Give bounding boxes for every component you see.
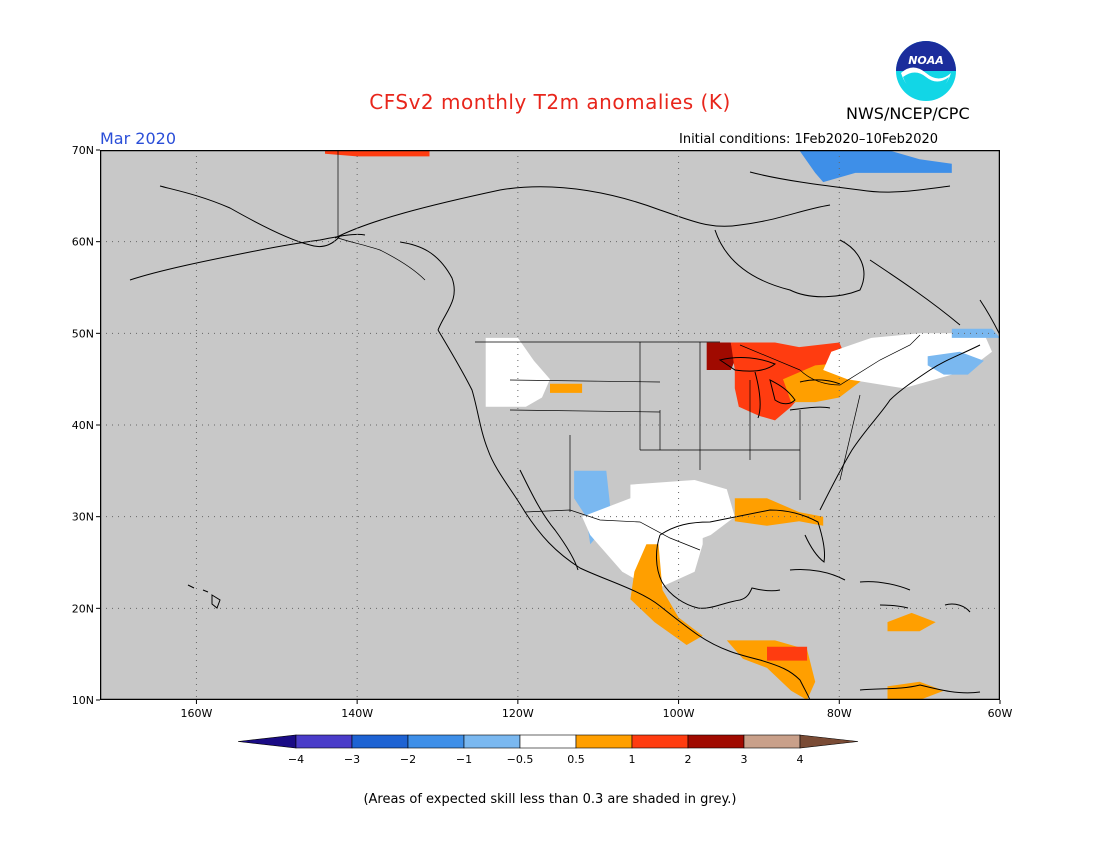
- color-scale-label: 0.5: [567, 753, 585, 766]
- lon-tick-label: 100W: [663, 707, 695, 720]
- color-scale-label: −0.5: [507, 753, 534, 766]
- lat-tick-label: 60N: [72, 236, 94, 249]
- color-scale-label: 2: [685, 753, 692, 766]
- anomaly-region-venezuela-warm: [887, 681, 944, 700]
- color-scale-bar: −4 −3 −2 −1 −0.5 0.5 1 2 3 4: [238, 734, 859, 766]
- color-scale-label: −4: [288, 753, 304, 766]
- color-scale-label: 3: [741, 753, 748, 766]
- coastlines: [129, 171, 1000, 700]
- anomaly-region-honduras-warm: [767, 646, 808, 661]
- lat-tick-label: 30N: [72, 511, 94, 524]
- color-swatch-9: [743, 734, 801, 749]
- anomaly-region-canadian-arctic-cold: [799, 150, 952, 183]
- color-scale-label: 4: [797, 753, 804, 766]
- anomaly-region-gulf-coast-warm: [734, 498, 824, 526]
- anomaly-region-idaho-warm: [550, 383, 583, 393]
- noaa-logo-text: NOAA: [908, 54, 944, 67]
- anomaly-region-labrador-cool: [951, 328, 1000, 338]
- anomaly-region-west-mexico-warm: [630, 544, 703, 645]
- lat-tick-label: 50N: [72, 327, 94, 340]
- lon-tick-label: 80W: [827, 707, 852, 720]
- lon-tick-label: 60W: [988, 707, 1013, 720]
- noaa-logo: NOAA: [895, 40, 957, 102]
- anomaly-region-maritimes-cool: [927, 351, 984, 375]
- latitude-labels: 70N 60N 50N 40N 30N 20N 10N: [72, 144, 100, 707]
- initial-conditions: Initial conditions: 1Feb2020–10Feb2020: [679, 132, 939, 147]
- color-swatch-7: [631, 734, 689, 749]
- forecast-month: Mar 2020: [100, 129, 176, 148]
- anomaly-region-texas-neutral: [630, 480, 735, 545]
- color-scale-label: −3: [344, 753, 360, 766]
- lat-tick-label: 10N: [72, 694, 94, 707]
- lon-tick-label: 160W: [180, 707, 212, 720]
- lat-tick-label: 40N: [72, 419, 94, 432]
- skill-footnote: (Areas of expected skill less than 0.3 a…: [363, 792, 737, 807]
- anomaly-region-alaska-north-slope-warm: [325, 150, 430, 157]
- anomaly-map: [100, 150, 1000, 700]
- color-swatch-2: [351, 734, 409, 749]
- lat-tick-label: 20N: [72, 602, 94, 615]
- color-scale-labels: −4 −3 −2 −1 −0.5 0.5 1 2 3 4: [288, 753, 804, 766]
- political-borders: [337, 150, 921, 551]
- color-scale-label: −1: [456, 753, 472, 766]
- agency-label: NWS/NCEP/CPC: [846, 104, 970, 123]
- anomaly-region-caribbean-warm: [887, 612, 936, 632]
- color-swatch-3: [407, 734, 465, 749]
- lon-tick-label: 120W: [502, 707, 534, 720]
- color-swatches: [238, 734, 859, 749]
- graticule: [100, 150, 1000, 700]
- color-swatch-8: [687, 734, 745, 749]
- color-swatch-10: [799, 734, 859, 749]
- longitude-labels: 160W 140W 120W 100W 80W 60W: [180, 700, 1013, 720]
- lon-tick-label: 140W: [341, 707, 373, 720]
- color-swatch-5: [519, 734, 577, 749]
- color-swatch-4: [463, 734, 521, 749]
- lat-tick-label: 70N: [72, 144, 94, 157]
- anomaly-region-minnesota-very-warm: [706, 342, 735, 370]
- color-scale-label: 1: [629, 753, 636, 766]
- map-title: CFSv2 monthly T2m anomalies (K): [369, 90, 731, 114]
- color-swatch-1: [295, 734, 353, 749]
- color-scale-label: −2: [400, 753, 416, 766]
- color-swatch-6: [575, 734, 633, 749]
- map-frame: [100, 150, 1000, 700]
- color-swatch-0: [238, 734, 297, 749]
